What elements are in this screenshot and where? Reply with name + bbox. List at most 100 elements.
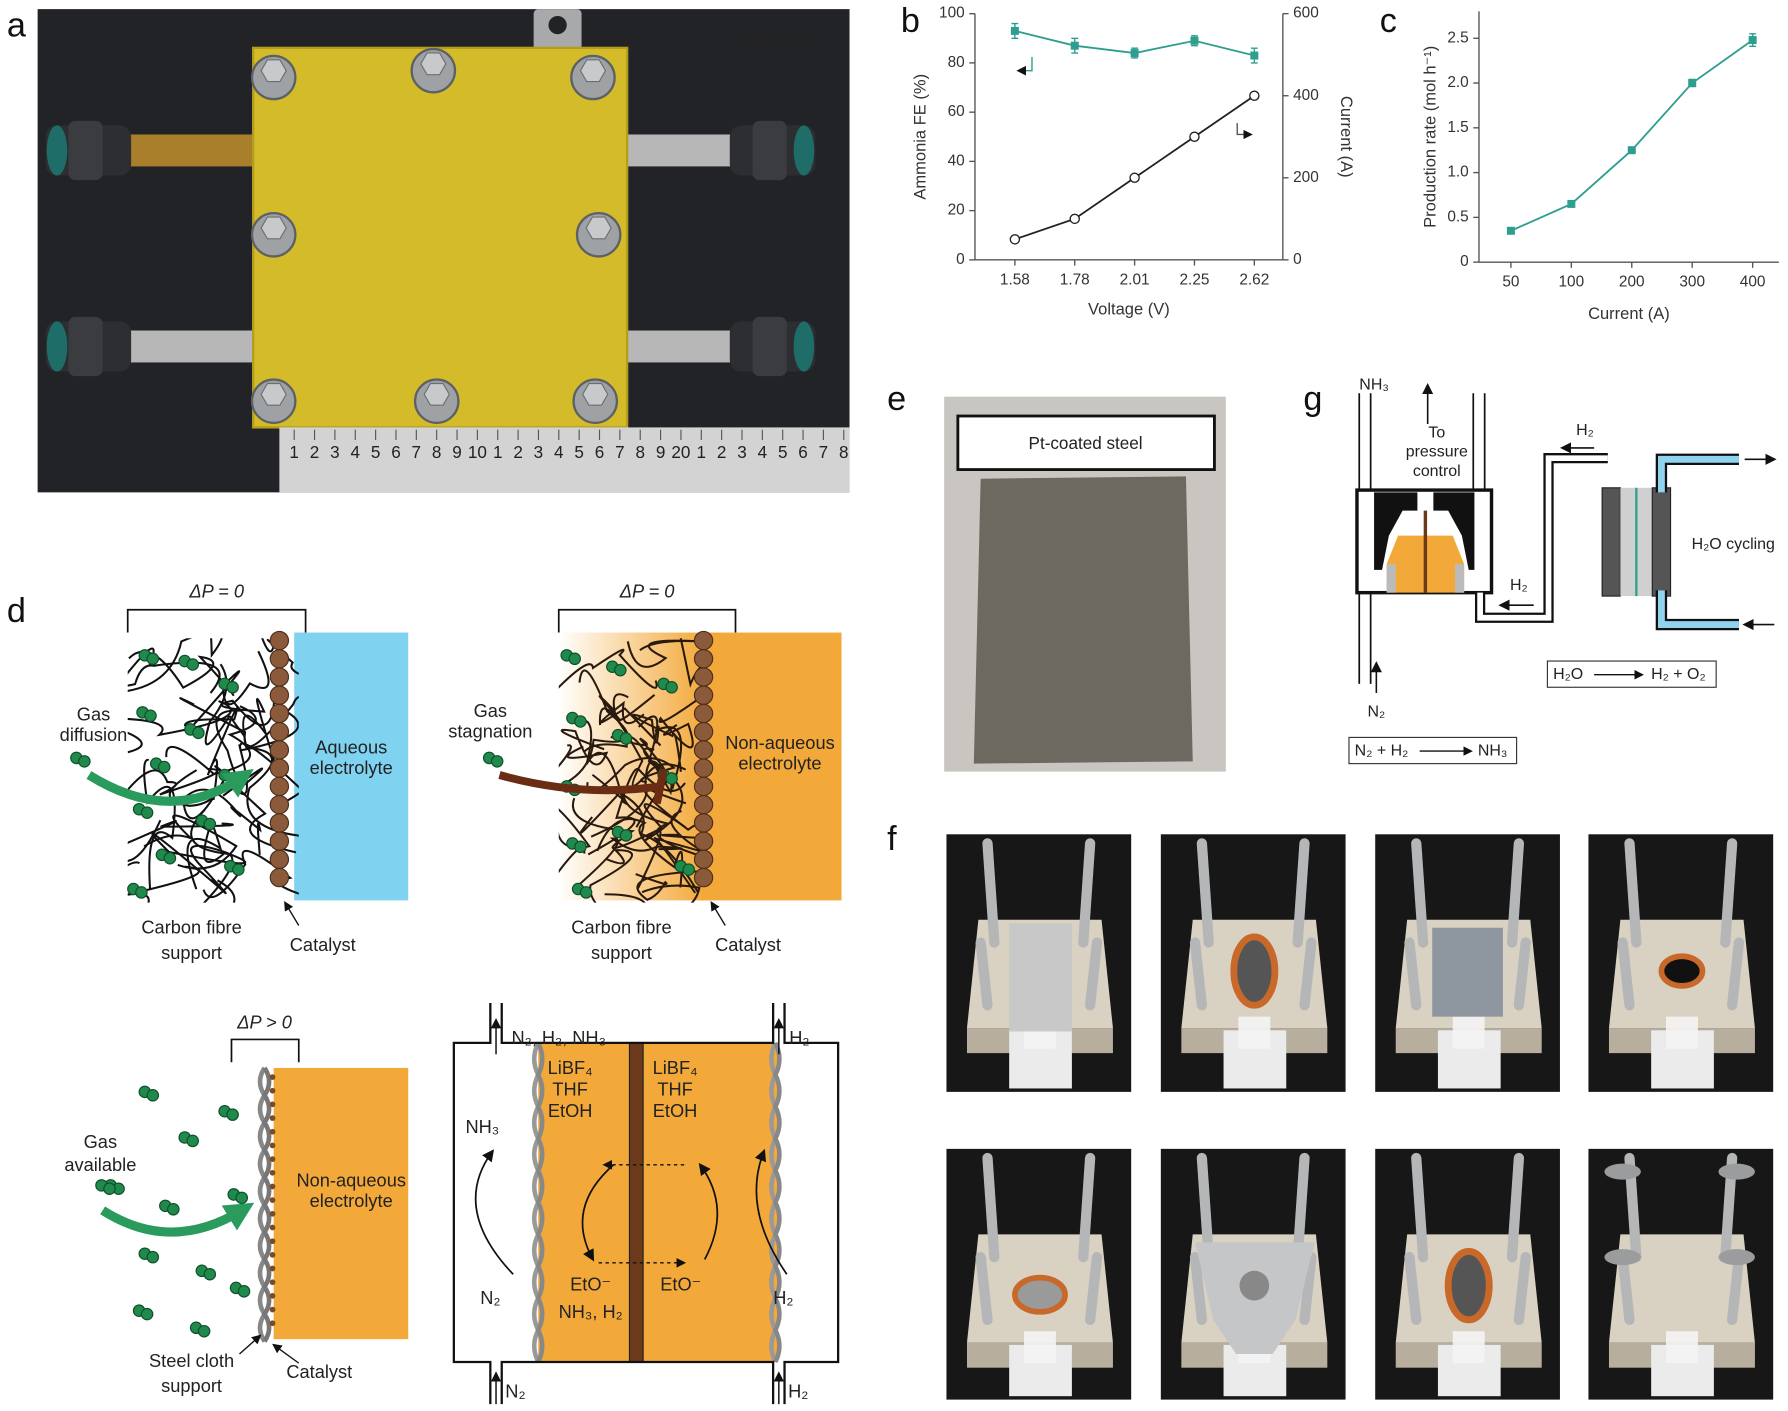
data-point: [1250, 51, 1259, 60]
post: [1617, 937, 1635, 1011]
ruler-label: 5: [778, 443, 788, 462]
connector: [1238, 1016, 1271, 1049]
bolt-head: [260, 216, 287, 240]
fibre: [658, 693, 705, 749]
ruler-label: 20: [671, 443, 690, 462]
gas-molecule: [665, 680, 678, 694]
catalyst-particle: [269, 685, 290, 705]
cycling-label: H₂O cycling: [1692, 536, 1775, 553]
post: [1196, 838, 1214, 948]
catalyst-particle: [269, 1210, 276, 1217]
inlet-label: H₂: [788, 1381, 808, 1402]
post: [1506, 838, 1525, 948]
species-label: NH₃: [465, 1116, 499, 1137]
electrode: [1455, 564, 1465, 593]
catalyst-particle: [269, 630, 290, 651]
species-label: H₂: [1576, 422, 1594, 439]
gas-label: diffusion: [60, 724, 128, 745]
post: [982, 838, 1000, 948]
gas-label: Gas: [77, 704, 110, 725]
catalyst-particle: [269, 776, 290, 797]
gas-label: available: [64, 1154, 136, 1175]
gas-molecule: [146, 1089, 160, 1102]
equation-term: H₂ + O₂: [1651, 666, 1706, 683]
catalyst-particle: [269, 1087, 276, 1094]
fibre: [626, 639, 700, 668]
gas-tube: [1474, 453, 1608, 623]
post: [1299, 1252, 1317, 1325]
pointer: [284, 901, 300, 926]
species-label: NH₃: [1359, 376, 1389, 393]
electrolyser-plate: [1601, 487, 1621, 597]
fibre: [590, 726, 683, 838]
y-tick-label: 20: [948, 202, 965, 219]
equation-term: H₂O: [1553, 666, 1583, 683]
fibre: [596, 818, 684, 888]
pointer: [710, 901, 726, 926]
data-point: [1189, 131, 1200, 143]
catalyst-particle: [693, 685, 714, 705]
gas-molecule: [146, 1250, 160, 1264]
gas-molecule: [665, 772, 678, 785]
pointer: [239, 1334, 262, 1355]
electrolyte-label: LiBF₄: [653, 1057, 698, 1078]
catalyst-particle: [269, 703, 290, 724]
y-tick-label: 2.0: [1447, 74, 1468, 91]
catalyst-particle: [693, 831, 714, 851]
gas-molecule: [579, 886, 593, 899]
support-label: Carbon fibre: [141, 917, 241, 938]
species-label: N₂: [1367, 704, 1385, 721]
gas-molecule: [78, 755, 91, 768]
y-tick-label: 60: [948, 103, 965, 120]
ruler-label: 9: [452, 443, 462, 462]
gas-arrow: [498, 771, 660, 795]
ruler-label: 6: [595, 443, 605, 462]
fibre: [635, 870, 705, 901]
ruler-label: 4: [758, 443, 768, 462]
y-axis-title: Ammonia FE (%): [911, 74, 930, 200]
post: [1617, 1252, 1635, 1325]
fibre: [127, 647, 155, 675]
species-label: EtO⁻: [570, 1273, 611, 1294]
catalyst-particle: [269, 1265, 276, 1272]
electrolyte-label: Non-aqueous: [725, 732, 835, 753]
ruler-label: 1: [697, 443, 707, 462]
catalyst-particle: [269, 1074, 276, 1080]
gas-arrow: [100, 1202, 255, 1237]
electrolyte-label: LiBF₄: [548, 1057, 593, 1078]
gas-molecule: [568, 652, 581, 666]
catalyst-particle: [269, 1183, 276, 1190]
y-tick-label: 40: [948, 152, 965, 169]
panel-label: e: [887, 380, 906, 418]
tube: [114, 134, 257, 167]
connector: [1452, 1331, 1485, 1364]
catalyst-label: Catalyst: [290, 934, 356, 955]
electrolyte-label: Aqueous: [315, 737, 387, 758]
fibre: [143, 814, 238, 870]
ruler-label: 5: [574, 443, 584, 462]
data-point: [1130, 49, 1139, 58]
steel-sample: [973, 476, 1193, 764]
gas-molecule: [574, 840, 587, 854]
y-tick-label: 400: [1293, 87, 1319, 104]
y-tick-label: 0: [956, 251, 965, 268]
catalyst-particle: [269, 813, 290, 833]
water-tube-inner: [1658, 590, 1739, 628]
ruler-label: 7: [615, 443, 625, 462]
catalyst-label: Catalyst: [286, 1361, 352, 1382]
y2-axis-title: Current (A): [1337, 96, 1356, 178]
data-point: [1069, 213, 1080, 225]
post: [1411, 838, 1429, 948]
electrolyte-label: Non-aqueous: [296, 1170, 406, 1191]
fibre: [604, 884, 701, 903]
tab-hole: [548, 15, 567, 35]
steel-cloth: [772, 1041, 782, 1364]
gas-molecule: [203, 817, 217, 831]
post: [1726, 937, 1745, 1011]
bolt-head: [582, 382, 609, 406]
y-tick-label: 100: [939, 5, 965, 22]
post: [1404, 1252, 1422, 1325]
steel-cloth: [535, 1041, 545, 1364]
tube: [621, 330, 736, 363]
